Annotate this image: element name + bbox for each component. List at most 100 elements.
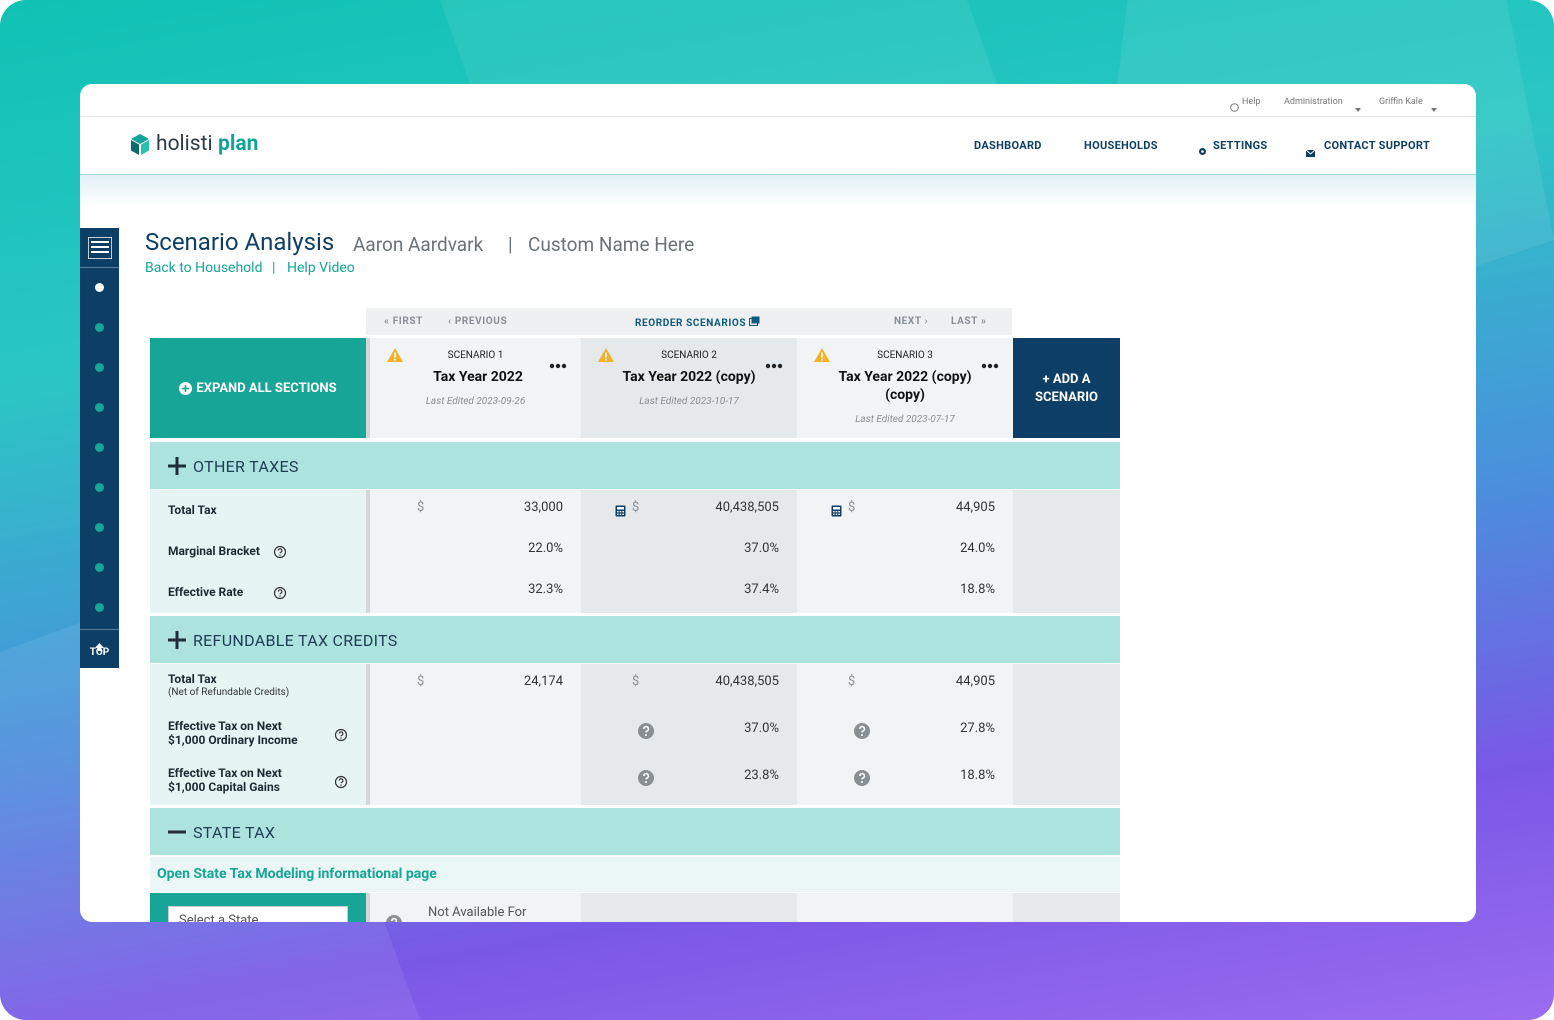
icon-part xyxy=(391,917,398,922)
help-video-link[interactable]: Help Video xyxy=(287,260,355,276)
user-menu[interactable]: Griffin Kale xyxy=(1379,97,1423,107)
section-dot[interactable] xyxy=(95,363,104,372)
section-dot[interactable] xyxy=(95,403,104,412)
info-icon[interactable] xyxy=(637,722,655,744)
scenario-name: Tax Year 2022 xyxy=(433,369,523,385)
nav-link[interactable]: DASHBOARD xyxy=(974,139,1042,152)
row-label-cell: Effective Tax on Next $1,000 Ordinary In… xyxy=(150,711,366,758)
state-cell xyxy=(1013,893,1120,922)
value-cell xyxy=(366,758,581,805)
section-header[interactable]: OTHER TAXES xyxy=(150,442,1120,489)
icon-part xyxy=(821,352,823,358)
icon-part xyxy=(622,511,624,513)
more-menu[interactable] xyxy=(549,354,567,373)
state-cell xyxy=(581,893,797,922)
icon-part xyxy=(394,352,396,358)
info-icon[interactable] xyxy=(853,722,871,744)
info-icon[interactable] xyxy=(853,769,871,791)
app-window: Help Administration Griffin Kale holisti pla… xyxy=(80,84,1476,922)
value-cell: 18.8% xyxy=(797,572,1013,613)
section-dot[interactable] xyxy=(95,323,104,332)
cell-value: 44,905 xyxy=(955,674,995,689)
icon-part xyxy=(835,513,838,515)
section-dot[interactable] xyxy=(95,603,104,612)
icon-part xyxy=(338,731,344,737)
top-button[interactable]: TOP xyxy=(89,647,110,658)
add-scenario-button[interactable]: + ADD A SCENARIO xyxy=(1013,338,1120,438)
help-icon[interactable] xyxy=(273,585,287,604)
previous-button[interactable]: ‹ PREVIOUS xyxy=(448,316,507,327)
section-dot[interactable] xyxy=(95,483,104,492)
icon-part xyxy=(835,511,838,513)
cell-value: 44,905 xyxy=(955,500,995,515)
icon-part xyxy=(1431,108,1437,112)
icon-part xyxy=(765,363,783,369)
back-link[interactable]: Back to Household xyxy=(145,260,263,276)
help-icon[interactable] xyxy=(273,544,287,563)
icon-part xyxy=(643,725,650,733)
reorder-button[interactable]: REORDER SCENARIOS xyxy=(635,316,760,329)
icon-part xyxy=(605,352,607,358)
icon-part xyxy=(1355,108,1361,112)
section-dot[interactable] xyxy=(95,443,104,452)
state-tax-link[interactable]: Open State Tax Modeling informational pa… xyxy=(157,866,437,882)
sidebar: TOP xyxy=(80,228,119,668)
cell-value: 24.0% xyxy=(960,541,995,556)
last-button[interactable]: LAST » xyxy=(951,316,986,327)
scenario-label: SCENARIO 2 xyxy=(661,350,717,361)
section-header[interactable]: REFUNDABLE TAX CREDITS xyxy=(150,616,1120,663)
value-cell: $44,905 xyxy=(797,490,1013,531)
info-icon[interactable] xyxy=(637,769,655,791)
add-col-cell xyxy=(1013,531,1120,572)
section-title: REFUNDABLE TAX CREDITS xyxy=(193,631,398,650)
help-link[interactable]: Help xyxy=(1242,97,1261,107)
icon-part xyxy=(859,725,866,733)
scenario-label: SCENARIO 1 xyxy=(447,350,504,361)
logo-text: holisti xyxy=(156,132,213,156)
section-dot[interactable] xyxy=(95,563,104,572)
toggle-icon xyxy=(168,631,186,653)
label: FIRST xyxy=(392,316,423,327)
row-label-cell: Total Tax xyxy=(150,490,366,531)
admin-menu[interactable]: Administration xyxy=(1284,97,1343,107)
top-icon xyxy=(95,636,104,655)
help-icon[interactable] xyxy=(334,774,348,793)
row-label: Effective Rate xyxy=(168,585,244,599)
section-header[interactable]: STATE TAX xyxy=(150,808,1120,855)
icon-part xyxy=(334,728,348,742)
icon-part xyxy=(1305,149,1316,157)
section-dot[interactable] xyxy=(95,523,104,532)
value-cell: $33,000 xyxy=(366,490,581,531)
calculator-icon[interactable] xyxy=(615,502,626,521)
nav-link[interactable]: HOUSEHOLDS xyxy=(1084,139,1158,152)
calculator-icon[interactable] xyxy=(831,502,842,521)
icon-part xyxy=(168,457,186,475)
chevron: › xyxy=(924,316,929,327)
state-select[interactable]: Select a State xyxy=(168,906,348,922)
help-icon[interactable] xyxy=(334,727,348,746)
first-button[interactable]: « FIRST xyxy=(384,316,423,327)
value-cell: 32.3% xyxy=(366,572,581,613)
icon-part xyxy=(131,140,139,155)
cell-value: 37.0% xyxy=(744,721,779,736)
icon-part xyxy=(638,770,654,786)
icon-part xyxy=(617,511,624,515)
section-dot[interactable] xyxy=(95,283,104,292)
more-menu[interactable] xyxy=(981,354,999,373)
icon-part xyxy=(131,134,149,144)
last-edited: Last Edited 2023-09-26 xyxy=(425,396,526,407)
nav-link[interactable]: CONTACT SUPPORT xyxy=(1324,139,1431,152)
currency-symbol: $ xyxy=(632,500,640,515)
label: REORDER SCENARIOS xyxy=(635,318,747,329)
menu-icon[interactable] xyxy=(80,228,119,268)
expand-all-button[interactable]: EXPAND ALL SECTIONS xyxy=(150,338,366,438)
value-cell: 23.8% xyxy=(581,758,797,805)
icon-part xyxy=(273,545,287,559)
next-button[interactable]: NEXT › xyxy=(894,316,928,327)
row-label-cell: Effective Tax on Next $1,000 Capital Gai… xyxy=(150,758,366,805)
pager: « FIRST ‹ PREVIOUS REORDER SCENARIOS NEXT … xyxy=(366,308,1012,335)
icon-part xyxy=(619,511,622,513)
nav-link[interactable]: SETTINGS xyxy=(1213,139,1268,152)
more-menu[interactable] xyxy=(765,354,783,373)
value-cell: $40,438,505 xyxy=(581,490,797,531)
